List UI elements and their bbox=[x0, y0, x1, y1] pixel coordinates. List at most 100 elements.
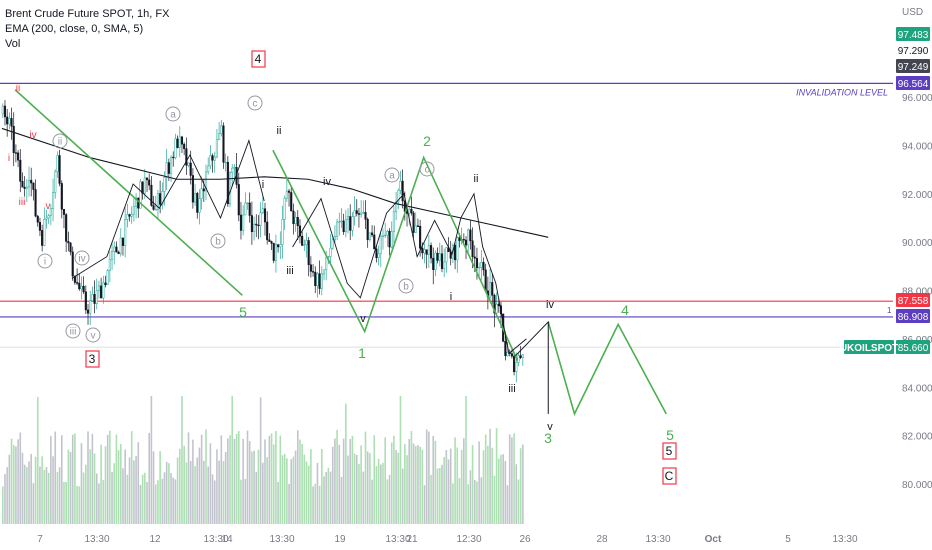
candle-body bbox=[154, 209, 157, 211]
volume-bar bbox=[218, 460, 220, 524]
symbol-tag: UKOILSPOT bbox=[840, 343, 898, 354]
volume-bar bbox=[382, 462, 384, 524]
volume-bar bbox=[168, 463, 170, 524]
candle-body bbox=[338, 221, 341, 223]
volume-bar bbox=[185, 462, 188, 524]
volume-bar bbox=[279, 435, 282, 524]
candle-body bbox=[178, 136, 181, 148]
candle-body bbox=[183, 143, 186, 149]
candle-body bbox=[115, 246, 118, 253]
volume-bar bbox=[128, 457, 131, 524]
candle-body bbox=[255, 223, 258, 226]
candle-body bbox=[329, 247, 332, 257]
candle-body bbox=[478, 266, 481, 269]
circled-wave-label: b bbox=[215, 237, 221, 248]
candle-body bbox=[228, 172, 232, 205]
volume-bar bbox=[460, 449, 463, 524]
volume-bar bbox=[275, 431, 277, 524]
candle-body bbox=[242, 214, 245, 231]
volume-bar bbox=[489, 428, 491, 524]
candle-body bbox=[423, 249, 426, 254]
price-tag: 87.558 bbox=[898, 296, 929, 307]
candle-body bbox=[456, 237, 459, 261]
candle-body bbox=[290, 192, 293, 212]
chart-title: Brent Crude Future SPOT, 1h, FX bbox=[5, 8, 170, 20]
candle-body bbox=[237, 184, 240, 216]
circled-wave-label: c bbox=[425, 165, 430, 176]
candle-body bbox=[281, 219, 284, 245]
volume-bar bbox=[281, 455, 284, 524]
volume-bar bbox=[345, 403, 347, 524]
candle-body bbox=[331, 239, 334, 249]
candle-body bbox=[36, 215, 39, 223]
time-tick: 13:30 bbox=[385, 534, 410, 545]
volume-bar bbox=[137, 442, 140, 524]
volume-bar bbox=[95, 473, 98, 524]
time-tick: 13:30 bbox=[269, 534, 294, 545]
volume-bar bbox=[146, 482, 148, 524]
candle-body bbox=[80, 285, 83, 290]
candle-body bbox=[353, 210, 356, 218]
volume-bar bbox=[292, 456, 295, 524]
candle-body bbox=[416, 225, 419, 227]
volume-bar bbox=[4, 474, 6, 524]
candle-body bbox=[484, 269, 487, 292]
volume-bar bbox=[196, 457, 199, 524]
horizontal-levels: INVALIDATION LEVEL 1 bbox=[0, 82, 893, 348]
candle-body bbox=[349, 216, 352, 231]
ema-line bbox=[1, 127, 549, 238]
candle-body bbox=[314, 271, 317, 287]
volume-bar bbox=[80, 443, 83, 524]
volume-bar bbox=[364, 431, 367, 524]
volume-bar bbox=[220, 435, 223, 524]
candle-body bbox=[124, 219, 127, 246]
volume-bar bbox=[126, 474, 129, 524]
candle-body bbox=[364, 212, 367, 220]
candle-body bbox=[176, 138, 179, 148]
volume-bar bbox=[371, 479, 373, 524]
volume-bar bbox=[329, 471, 332, 524]
time-tick: 28 bbox=[596, 534, 608, 545]
major-label-3: 3 bbox=[89, 352, 96, 366]
candle-body bbox=[336, 221, 339, 237]
volume-bar bbox=[484, 434, 487, 524]
candle-body bbox=[309, 264, 312, 272]
candle-body bbox=[342, 220, 345, 233]
volume-bar bbox=[194, 466, 196, 524]
candle-body bbox=[132, 205, 135, 215]
candle-body bbox=[189, 162, 192, 176]
volume-bar bbox=[266, 457, 268, 524]
candle-body bbox=[38, 222, 41, 231]
volume-bar bbox=[207, 466, 209, 524]
time-tick: 12 bbox=[149, 534, 161, 545]
candle-body bbox=[480, 262, 483, 268]
candle-body bbox=[283, 197, 286, 220]
volume-bar bbox=[141, 474, 144, 524]
candle-body bbox=[301, 235, 304, 246]
candle-body bbox=[215, 139, 218, 158]
volume-bar bbox=[342, 438, 345, 524]
candle-body bbox=[495, 303, 498, 314]
volume-bar bbox=[109, 430, 111, 524]
candle-body bbox=[174, 138, 177, 159]
candle-body bbox=[141, 181, 144, 194]
volume-bar bbox=[349, 439, 352, 524]
candle-body bbox=[128, 214, 131, 217]
circled-wave-ring bbox=[37, 253, 53, 269]
candle-body bbox=[108, 258, 111, 271]
candle-body bbox=[296, 217, 299, 227]
price-axis: USD96.00094.00092.00090.00088.00086.0008… bbox=[840, 7, 932, 491]
volume-bar bbox=[34, 456, 37, 524]
price-tick: 88.000 bbox=[902, 287, 932, 298]
volume-bar bbox=[316, 462, 319, 524]
candle-body bbox=[71, 251, 74, 277]
candle-body bbox=[371, 232, 374, 236]
volume-bar bbox=[445, 450, 448, 524]
volume-bar bbox=[434, 440, 437, 524]
candle-body bbox=[222, 125, 225, 163]
candle-body bbox=[489, 282, 492, 298]
wave-green-line bbox=[272, 149, 519, 361]
candle-body bbox=[67, 241, 70, 244]
volume-bar bbox=[399, 396, 402, 524]
